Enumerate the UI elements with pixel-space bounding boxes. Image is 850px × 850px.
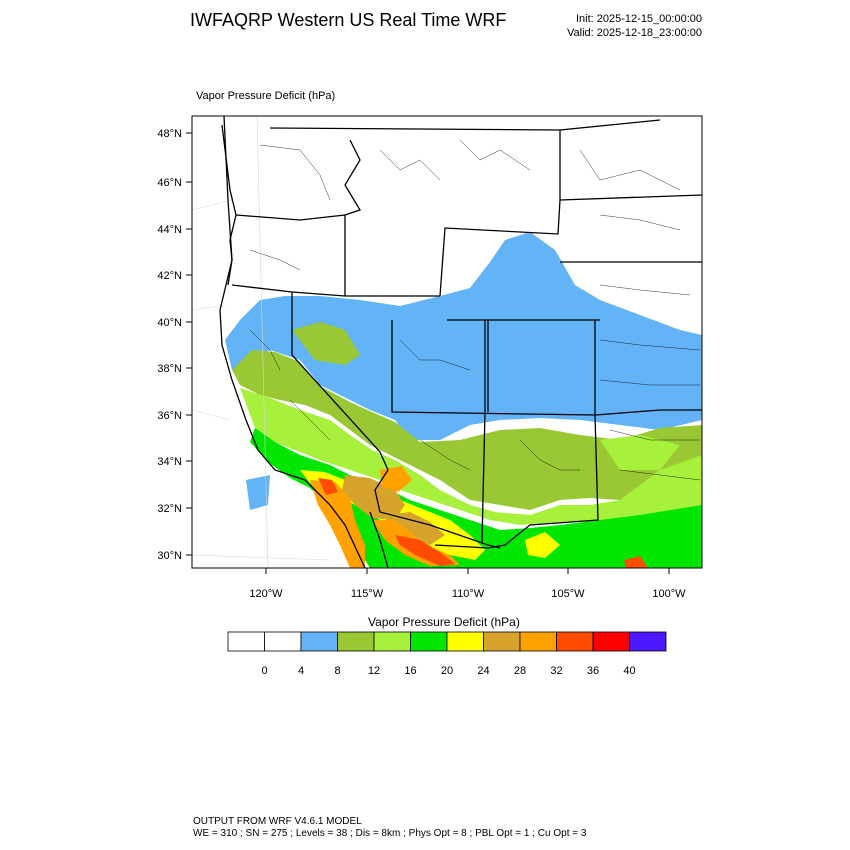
colorbar-tick-label: 12: [368, 665, 380, 677]
lat-label: 30°N: [157, 550, 182, 562]
lat-label: 38°N: [157, 363, 182, 375]
ocean-area: [192, 116, 365, 568]
colorbar-tick-label: 40: [623, 665, 635, 677]
vpd-region-28-32: [310, 480, 365, 568]
colorbar-tick-labels: 0 4 8 12 16 20 24 28 32 36 40: [261, 665, 635, 677]
colorbar: [227, 631, 667, 652]
vpd-patch-orange-mid: [380, 466, 412, 492]
vpd-region-24-28: [342, 475, 405, 520]
colorbar-swatch: [592, 631, 630, 652]
colorbar-tick-label: 24: [477, 665, 489, 677]
colorbar-title: Vapor Pressure Deficit (hPa): [368, 615, 520, 629]
graticule: [191, 115, 331, 569]
colorbar-tick-label: 32: [550, 665, 562, 677]
lat-label: 42°N: [157, 270, 182, 282]
vpd-patch-blue-coast: [246, 475, 270, 510]
lon-label: 100°W: [652, 588, 686, 600]
map-fill-layer: [192, 116, 702, 568]
map-frame: [191, 115, 703, 569]
colorbar-tick-label: 36: [587, 665, 599, 677]
lon-label: 120°W: [249, 588, 283, 600]
coastline: [219, 115, 389, 569]
vpd-patch-yellow-south: [525, 532, 560, 558]
colorbar-swatch: [519, 631, 557, 652]
lat-label: 48°N: [157, 128, 182, 140]
colorbar-swatch: [556, 631, 594, 652]
page-title: IWFAQRP Western US Real Time WRF: [190, 10, 507, 30]
footer-config-line: WE = 310 ; SN = 275 ; Levels = 38 ; Dis …: [193, 828, 587, 839]
colorbar-swatch: [227, 631, 265, 652]
map-variable-label: Vapor Pressure Deficit (hPa): [196, 90, 336, 102]
colorbar-swatch: [300, 631, 338, 652]
colorbar-swatch: [483, 631, 521, 652]
vpd-patch-lightgreen-east: [600, 435, 680, 470]
colorbar-tick-label: 28: [514, 665, 526, 677]
county-lines: [249, 139, 701, 481]
lon-label: 115°W: [351, 588, 384, 600]
vpd-patch-blue-north: [488, 262, 505, 278]
vpd-region-8-12: [232, 350, 702, 520]
colorbar-swatch: [446, 631, 484, 652]
lon-label: 110°W: [452, 588, 485, 600]
lon-label: 105°W: [551, 588, 585, 600]
lat-label: 36°N: [157, 410, 182, 422]
colorbar-swatch: [337, 631, 375, 652]
colorbar-swatch: [410, 631, 448, 652]
latitude-axis: 48°N 46°N 44°N 42°N 40°N 38°N 36°N 34°N 32°N 30°N: [157, 128, 192, 562]
vpd-region-16-20: [250, 428, 702, 568]
colorbar-swatch: [629, 631, 667, 652]
colorbar-tick-label: 8: [334, 665, 340, 677]
colorbar-tick-label: 16: [404, 665, 416, 677]
footer-model-line: OUTPUT FROM WRF V4.6.1 MODEL: [193, 816, 362, 827]
longitude-axis: 120°W 115°W 110°W 105°W 100°W: [249, 568, 686, 600]
colorbar-tick-label: 0: [261, 665, 267, 677]
colorbar-swatch: [264, 631, 302, 652]
lat-label: 44°N: [157, 224, 182, 236]
colorbar-tick-label: 20: [441, 665, 453, 677]
colorbar-swatch: [373, 631, 411, 652]
vpd-region-4-8: [225, 232, 702, 440]
vpd-patch-redorange-west: [318, 478, 338, 495]
lat-label: 32°N: [157, 503, 182, 515]
state-boundaries: [221, 119, 702, 549]
colorbar-tick-label: 4: [298, 665, 304, 677]
vpd-patch-tan-south: [385, 512, 445, 545]
valid-time: Valid: 2025-12-18_23:00:00: [567, 27, 702, 39]
lat-label: 40°N: [157, 317, 182, 329]
init-time: Init: 2025-12-15_00:00:00: [576, 13, 702, 25]
vpd-patch-redorange-east: [624, 556, 648, 568]
lat-label: 34°N: [157, 456, 182, 468]
vpd-patch-olive-west: [292, 322, 360, 365]
vpd-region-32-36: [395, 535, 455, 566]
lat-label: 46°N: [157, 177, 182, 189]
